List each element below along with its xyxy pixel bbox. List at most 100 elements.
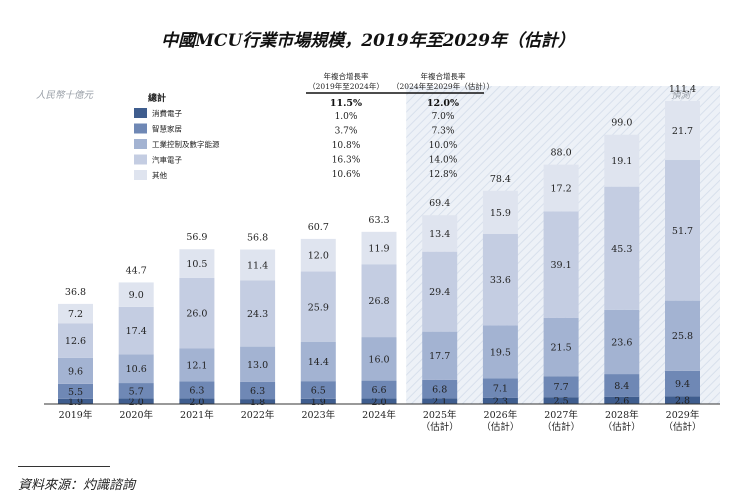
segment-label: 12.1 (186, 360, 207, 371)
chart-title: 中國MCU行業市場規模，2019年至2029年（估計） (161, 31, 575, 51)
segment-label: 12.0 (308, 251, 329, 262)
total-label: 56.8 (247, 233, 268, 244)
segment-label: 2.3 (493, 396, 508, 407)
segment-label: 6.3 (250, 386, 265, 397)
bar-segment (240, 346, 276, 382)
bar-segment (300, 381, 336, 399)
cagr-header-2-period: （2024年至2029年（估計）） (392, 81, 494, 91)
bar-segment (240, 280, 276, 347)
bar-segment (543, 317, 579, 377)
x-tick-label: 2025年 (423, 409, 457, 421)
segment-label: 2.0 (189, 397, 204, 408)
bar-segment (422, 398, 458, 404)
legend-swatch (134, 139, 147, 149)
segment-label: 9.4 (675, 379, 690, 390)
bar-segment (179, 381, 215, 399)
cagr-header-1-period: （2019年至2024年） (308, 81, 384, 91)
bar-segment (422, 251, 458, 332)
segment-label: 21.5 (551, 343, 572, 354)
bar-segment (665, 396, 700, 404)
x-tick-label: 2028年 (605, 409, 639, 421)
segment-label: 19.5 (490, 347, 511, 358)
x-tick-label: 2024年 (362, 409, 396, 421)
bar-segment (482, 325, 518, 379)
legend-swatch (134, 123, 147, 134)
bar-segment (482, 234, 518, 326)
segment-label: 17.7 (429, 351, 450, 362)
bar-segment (604, 396, 640, 404)
x-tick-estimate: （估計） (603, 421, 641, 433)
segment-label: 51.7 (672, 226, 693, 237)
segment-label: 1.9 (68, 397, 83, 408)
source-note: 資料來源：灼識諮詢 (18, 478, 136, 493)
x-axis: 2019年 2020年 2021年 2022年 2023年 2024年 2025年（估計）2… (44, 403, 720, 433)
segment-label: 2.1 (432, 397, 447, 408)
segment-label: 33.6 (490, 275, 511, 286)
cagr-total-2: 12.0% (427, 98, 459, 109)
segment-label: 17.4 (126, 326, 147, 337)
cagr-value: 7.3% (432, 127, 455, 137)
cagr-table: 年複合增長率（2019年至2024年）年複合增長率（2024年至2029年（估計… (306, 71, 494, 180)
segment-label: 9.0 (129, 290, 144, 301)
cagr-value: 14.0% (429, 156, 458, 166)
bar-segment (604, 309, 640, 375)
bar-segment (118, 398, 154, 404)
segment-label: 10.6 (126, 364, 147, 375)
segment-label: 1.9 (311, 397, 326, 408)
legend-swatch (134, 170, 147, 180)
unit-label: 人民幣十億元 (36, 90, 95, 101)
bar-segment (482, 397, 518, 404)
legend-label: 消費電子 (152, 108, 182, 118)
bar-segment (179, 277, 215, 349)
bar-segment (300, 238, 336, 272)
segment-label: 6.3 (189, 385, 204, 396)
segment-label: 2.6 (614, 396, 629, 407)
segment-label: 17.2 (551, 184, 572, 195)
bar-segment (361, 380, 397, 399)
legend-swatch (134, 108, 147, 118)
total-label: 78.4 (490, 174, 511, 185)
bar-segment (300, 271, 336, 342)
bar-segment (543, 211, 579, 318)
bar-segment (118, 354, 154, 384)
cagr-value: 3.7% (335, 127, 358, 137)
segment-label: 2.0 (371, 397, 386, 408)
bar-segment (240, 399, 276, 404)
segment-label: 15.9 (490, 208, 511, 219)
bar-segment (58, 383, 93, 399)
bar-segment (240, 381, 276, 400)
cagr-value: 1.0% (335, 112, 358, 122)
segment-label: 12.6 (65, 336, 86, 347)
bar-segment (118, 383, 154, 399)
segment-label: 39.1 (551, 260, 572, 271)
legend-label: 其他 (152, 170, 167, 180)
cagr-value: 10.8% (332, 141, 361, 151)
bar-segment (179, 398, 215, 404)
bar-segment (118, 282, 154, 307)
bar-segment (361, 231, 397, 265)
bar-segment (422, 215, 458, 252)
bar-segment (665, 160, 700, 301)
segment-label: 7.2 (68, 309, 83, 320)
x-tick-label: 2023年 (301, 409, 335, 421)
total-label: 36.8 (65, 287, 86, 298)
x-tick-estimate: （估計） (421, 421, 459, 433)
segment-label: 25.9 (308, 302, 329, 313)
segment-label: 25.8 (672, 331, 693, 342)
segment-label: 13.0 (247, 360, 268, 371)
segment-label: 16.0 (368, 354, 389, 365)
bar-segment (179, 249, 215, 278)
x-tick-label: 2019年 (59, 409, 93, 421)
segment-label: 19.1 (611, 156, 632, 167)
source-rule (18, 466, 110, 467)
bar-segment (58, 323, 93, 358)
x-tick-estimate: （估計） (542, 421, 580, 433)
bar-segment (300, 398, 336, 404)
x-tick-label: 2026年 (484, 409, 518, 421)
legend-label: 智慧家居 (152, 124, 182, 134)
bar-segment (361, 337, 397, 381)
segment-label: 10.5 (186, 259, 207, 270)
x-tick-label: 2029年 (666, 409, 700, 421)
segment-label: 7.7 (554, 382, 569, 393)
